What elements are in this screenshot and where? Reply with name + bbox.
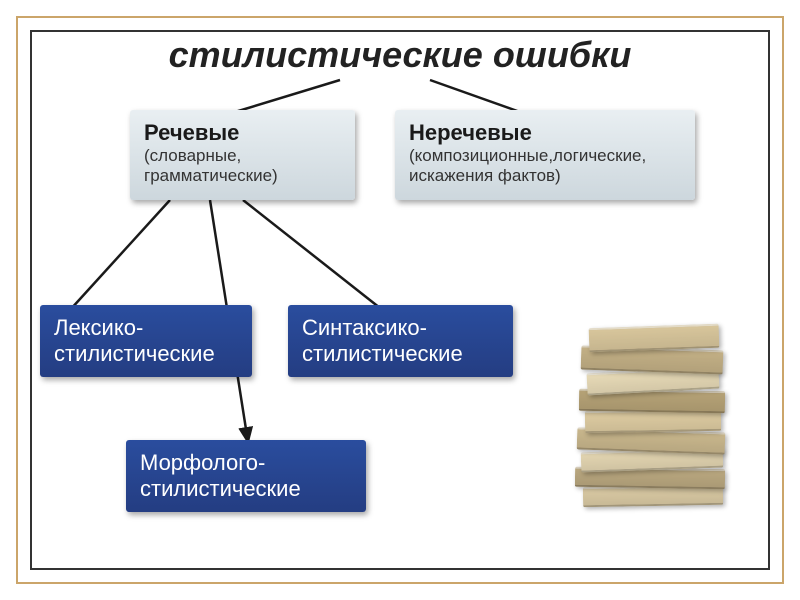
node-lexico: Лексико-стилистические xyxy=(40,305,252,377)
page-title: стилистические ошибки xyxy=(0,34,800,76)
node-morpho: Морфолого-стилистические xyxy=(126,440,366,512)
node-speech-title: Речевые xyxy=(144,120,341,146)
book-stack xyxy=(555,310,745,520)
node-speech: Речевые (словарные, грамматические) xyxy=(130,110,355,200)
node-nonspeech-sub: (композиционные,логические, искажения фа… xyxy=(409,146,681,186)
node-nonspeech-title: Неречевые xyxy=(409,120,681,146)
node-syntax: Синтаксико-стилистические xyxy=(288,305,513,377)
node-nonspeech: Неречевые (композиционные,логические, ис… xyxy=(395,110,695,200)
node-speech-sub: (словарные, грамматические) xyxy=(144,146,341,186)
